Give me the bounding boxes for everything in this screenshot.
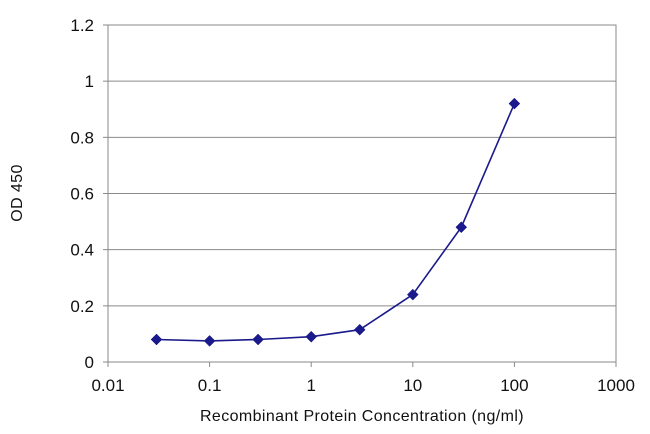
data-point xyxy=(203,335,216,347)
y-tick-label: 0.8 xyxy=(70,128,94,147)
x-axis-tick-labels: 0.01 0.1 1 10 100 1000 xyxy=(91,362,635,395)
data-point xyxy=(252,333,264,346)
x-tick-label: 0.01 xyxy=(91,376,124,395)
x-tick-label: 0.1 xyxy=(198,376,222,395)
y-tick-label: 1.2 xyxy=(70,16,94,35)
x-tick-label: 10 xyxy=(403,376,422,395)
gridlines xyxy=(108,80,616,307)
data-point xyxy=(353,323,366,336)
data-point xyxy=(305,330,318,343)
y-axis-tick-labels: 0 0.2 0.4 0.6 0.8 1 1.2 xyxy=(70,16,108,372)
series-line xyxy=(156,103,516,342)
x-tick-label: 1000 xyxy=(597,376,635,395)
y-tick-label: 0 xyxy=(85,353,94,372)
y-tick-label: 0.4 xyxy=(70,241,94,260)
data-point xyxy=(455,221,468,234)
data-point xyxy=(508,97,521,110)
y-tick-label: 1 xyxy=(85,72,94,91)
data-point xyxy=(150,333,163,346)
y-axis-label: OD 450 xyxy=(9,164,26,222)
x-tick-label: 1 xyxy=(306,376,315,395)
x-tick-label: 100 xyxy=(500,376,528,395)
data-series xyxy=(150,97,521,347)
y-tick-label: 0.2 xyxy=(70,297,94,316)
y-tick-label: 0.6 xyxy=(70,185,94,204)
data-point xyxy=(406,288,419,301)
x-axis-label: Recombinant Protein Concentration (ng/ml… xyxy=(200,408,524,425)
